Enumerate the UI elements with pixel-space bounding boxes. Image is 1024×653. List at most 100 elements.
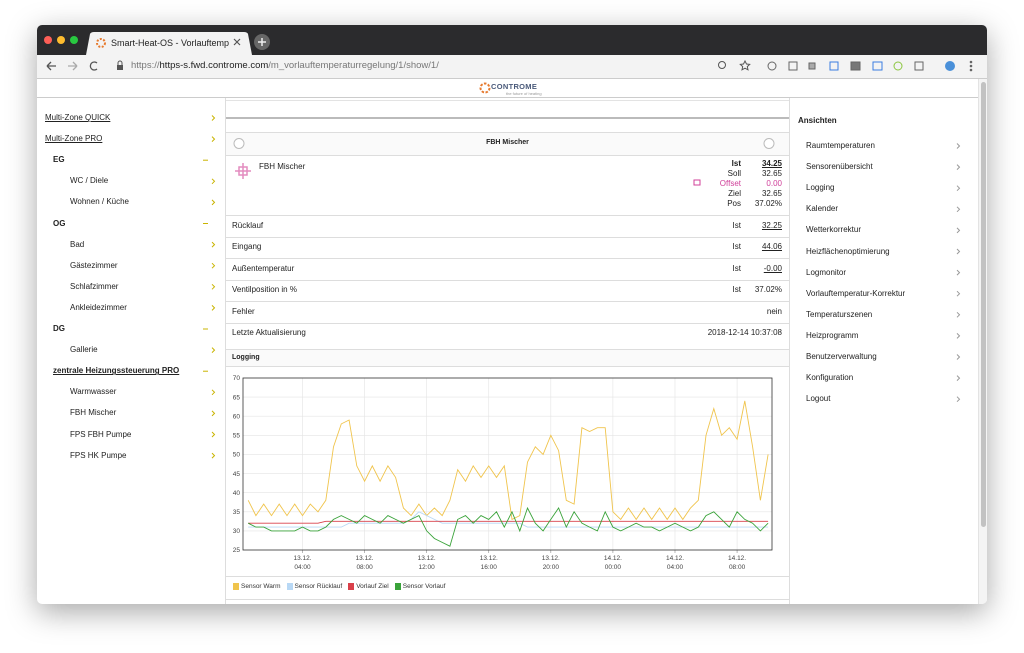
left-divider <box>225 98 226 604</box>
reading-label: Ziel <box>728 189 741 198</box>
url-scheme: https:// <box>131 60 160 71</box>
y-tick-label: 60 <box>233 413 241 420</box>
row-line <box>226 258 789 259</box>
legend-label: Sensor Rücklauf <box>294 583 343 590</box>
nav-item[interactable]: EG <box>53 155 65 165</box>
nav-item[interactable]: Warmwasser <box>70 387 117 397</box>
reading-label: Offset <box>719 179 741 188</box>
minimize[interactable] <box>57 36 65 44</box>
x-tick-label: 13.12. 20:00 <box>542 555 560 571</box>
favicon <box>96 38 106 48</box>
nav-item[interactable]: Ankleidezimmer <box>70 302 127 312</box>
x-tick-label: 13.12. 04:00 <box>293 555 311 571</box>
nav-item[interactable]: FBH Mischer <box>70 408 117 418</box>
nav-item[interactable]: zentrale Heizungssteuerung PRO <box>53 366 180 376</box>
chrome-icons <box>44 32 973 72</box>
reading-value: 32.65 <box>761 169 782 178</box>
row-value: 37.02% <box>754 285 782 294</box>
legend-box <box>226 576 789 600</box>
row-key: Ist <box>732 285 741 294</box>
legend-item[interactable]: Sensor Vorlauf <box>394 583 445 590</box>
y-tick-label: 65 <box>233 394 241 401</box>
reload[interactable] <box>89 61 98 71</box>
nav-item[interactable]: FPS HK Pumpe <box>70 450 127 460</box>
calendar-icon[interactable] <box>693 179 701 186</box>
zoom[interactable] <box>70 36 78 44</box>
view-link[interactable]: Temperaturszenen <box>806 309 873 319</box>
view-link[interactable]: Sensorenübersicht <box>806 162 873 172</box>
url-path: /m_vorlauftemperaturregelung/1/show/1/ <box>268 60 439 71</box>
back[interactable] <box>46 61 56 71</box>
view-link[interactable]: Raumtemperaturen <box>806 141 875 150</box>
reading-value: 37.02% <box>754 199 782 208</box>
row-line <box>226 279 789 281</box>
logo-mark <box>479 82 491 94</box>
legend-label: Sensor Warm <box>241 583 281 590</box>
legend-swatch <box>233 583 239 590</box>
panel-title: FBH Mischer <box>486 139 529 146</box>
view-link[interactable]: Vorlauftemperatur-Korrektur <box>806 288 906 298</box>
reading-label: Ist <box>731 159 741 168</box>
legend-item[interactable]: Sensor Warm <box>233 583 281 590</box>
view-link[interactable]: Logmonitor <box>806 267 847 277</box>
legend-label: Vorlauf Ziel <box>356 583 389 590</box>
series-line <box>248 511 769 528</box>
nav-item[interactable]: Bad <box>70 239 85 249</box>
device-name: FBH Mischer <box>259 162 306 171</box>
row-line <box>226 215 789 216</box>
right-divider <box>789 98 790 604</box>
view-link[interactable]: Logging <box>806 183 835 193</box>
nav-item[interactable]: Wohnen / Küche <box>70 197 130 207</box>
reading-value: 0.00 <box>766 179 782 188</box>
address[interactable]: https://https-s.fwd.controme.com/m_vorla… <box>131 60 439 71</box>
tab[interactable] <box>86 32 252 55</box>
view-link[interactable]: Wetterkorrektur <box>806 225 861 235</box>
bulb-icon[interactable] <box>233 138 245 149</box>
close[interactable] <box>44 36 52 44</box>
view-link[interactable]: Heizprogramm <box>806 330 859 340</box>
toolbar <box>37 55 987 79</box>
row-key: Ist <box>732 263 741 273</box>
tab-close[interactable] <box>233 38 241 46</box>
zoom-icon[interactable] <box>718 61 726 69</box>
nav-item[interactable]: Schlafzimmer <box>70 281 119 291</box>
row-value: -0.00 <box>763 263 782 273</box>
nav-item[interactable]: Gallerie <box>70 345 98 355</box>
y-tick-label: 50 <box>233 452 241 459</box>
view-link[interactable]: Konfiguration <box>806 373 854 383</box>
nav-item[interactable]: DG <box>53 324 65 333</box>
nav-item[interactable]: OG <box>53 218 66 228</box>
row-key: Ist <box>732 242 741 251</box>
nav-item[interactable]: FPS FBH Pumpe <box>70 429 132 439</box>
x-tick-label: 14.12. 08:00 <box>728 555 746 571</box>
nav-item[interactable]: Gästezimmer <box>70 260 118 270</box>
bookmark[interactable] <box>739 59 751 71</box>
nav-item[interactable]: Multi-Zone PRO <box>45 134 103 144</box>
extensions[interactable] <box>767 60 973 72</box>
nav-item[interactable]: WC / Diele <box>70 176 109 186</box>
forward[interactable] <box>68 61 78 71</box>
logging-box <box>226 349 789 367</box>
settings-icon[interactable] <box>763 138 775 149</box>
plus <box>258 38 266 46</box>
view-link[interactable]: Benutzerverwaltung <box>806 352 877 361</box>
view-link[interactable]: Kalender <box>806 204 839 214</box>
view-link[interactable]: Logout <box>806 394 831 404</box>
x-tick-label: 13.12. 12:00 <box>418 555 436 571</box>
x-tick-label: 14.12. 04:00 <box>666 555 684 571</box>
legend-item[interactable]: Vorlauf Ziel <box>348 583 389 590</box>
x-tick-label: 13.12. 08:00 <box>356 555 374 571</box>
series-line <box>248 520 769 524</box>
logging-title: Logging <box>232 354 260 361</box>
row-line <box>226 301 789 302</box>
series-line <box>247 400 769 521</box>
y-tick-label: 40 <box>233 490 241 497</box>
x-tick-label: 14.12. 00:00 <box>604 555 622 571</box>
nav-item[interactable]: Multi-Zone QUICK <box>45 113 111 122</box>
row-label: Rücklauf <box>232 220 264 230</box>
row-value: 2018-12-14 10:37:08 <box>707 328 782 337</box>
y-tick-label: 35 <box>233 509 241 516</box>
view-link[interactable]: Heizflächenoptimierung <box>806 246 890 256</box>
legend-item[interactable]: Sensor Rücklauf <box>286 583 343 590</box>
